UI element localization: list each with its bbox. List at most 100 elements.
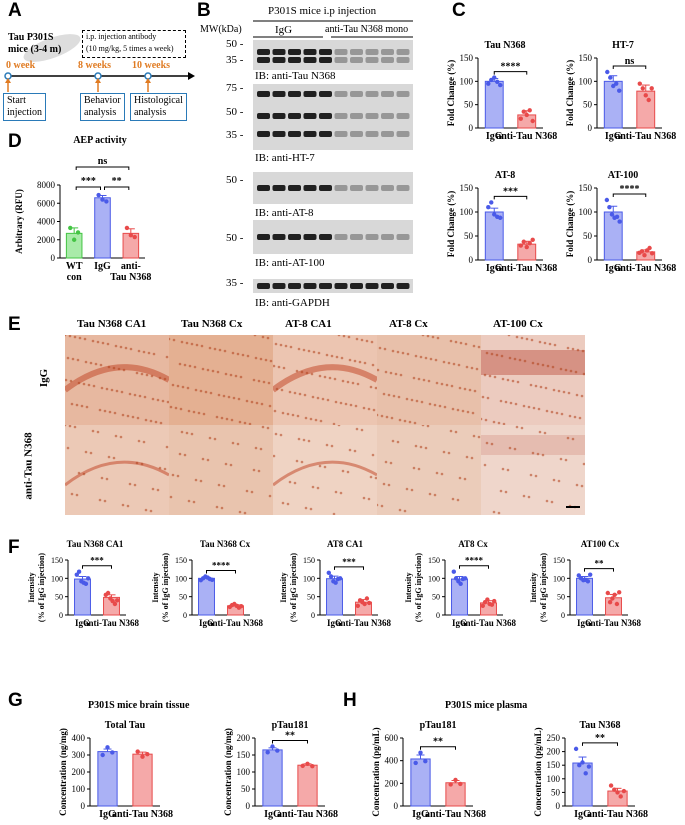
y-axis-label: (% of IgG injection) — [161, 553, 170, 622]
sig-bracket — [612, 65, 647, 69]
panel-label-d: D — [8, 131, 22, 152]
data-point — [305, 761, 310, 767]
data-point — [489, 77, 494, 83]
data-point — [105, 745, 110, 750]
bar — [603, 80, 623, 129]
chart-title: Tau N368 — [484, 40, 525, 51]
y-tick-label: 200 — [237, 733, 251, 743]
data-point — [364, 596, 370, 601]
y-tick-label: 100 — [579, 207, 593, 217]
box-start-injection: Start injection — [3, 93, 46, 121]
sig-bracket — [493, 195, 528, 200]
data-point — [527, 241, 532, 246]
chart-title: AT-100 — [608, 170, 639, 181]
sig-bracket — [104, 186, 130, 190]
y-axis-label: Concentration (ng/mg) — [58, 728, 68, 816]
chart-title: Total Tau — [105, 720, 146, 731]
data-point — [300, 763, 305, 769]
data-point — [617, 88, 622, 93]
data-point — [605, 69, 610, 75]
data-point — [649, 86, 654, 91]
mw-marker: 35 - — [226, 277, 244, 289]
mw-marker: 50 - — [226, 174, 244, 186]
data-point — [328, 574, 334, 579]
y-tick-label: 150 — [460, 183, 474, 193]
panel-label-f: F — [8, 537, 20, 558]
y-tick-label: 250 — [547, 733, 561, 743]
sig-bracket — [493, 71, 528, 75]
data-point — [586, 764, 592, 769]
x-tick-label: IgG — [412, 809, 429, 820]
bar — [262, 749, 283, 807]
panel-label-h: H — [343, 690, 357, 711]
data-point — [333, 580, 338, 585]
data-point — [612, 592, 617, 598]
y-tick-label: 0 — [556, 801, 561, 811]
micro-col-3: AT-8 Cx — [389, 318, 428, 330]
time-0: 0 week — [6, 60, 36, 71]
data-point — [580, 760, 585, 765]
chart-title: Tau N368 Cx — [200, 539, 251, 549]
micro-col-2: AT-8 CA1 — [285, 318, 332, 330]
data-point — [110, 750, 115, 755]
mouse-icon — [23, 34, 81, 62]
y-tick-label: 50 — [551, 787, 561, 797]
bar — [297, 764, 318, 807]
y-axis-label: Intensity — [27, 572, 36, 602]
sig-bracket — [420, 746, 456, 750]
sig-label: **** — [501, 62, 521, 73]
data-point — [238, 604, 244, 609]
x-tick-label: anti-Tau N368 — [112, 809, 173, 820]
y-tick-label: 0 — [588, 123, 593, 133]
mw-marker: 35 - — [226, 54, 244, 66]
y-axis-label: Concentration (pg/mL) — [371, 727, 381, 816]
x-tick-label: IgG — [486, 131, 503, 142]
data-point — [577, 763, 582, 768]
y-tick-label: 0 — [588, 255, 593, 265]
y-tick-label: 8000 — [37, 180, 56, 190]
data-point — [145, 751, 150, 757]
bar — [484, 80, 504, 129]
y-tick-label: 100 — [175, 574, 187, 583]
y-axis-label: (% of IgG injection) — [414, 553, 423, 622]
micrograph-0-2 — [273, 335, 377, 425]
data-point — [451, 569, 457, 574]
ib-label-3: IB: anti-AT-100 — [255, 257, 325, 269]
data-point — [105, 590, 111, 596]
sig-bracket — [612, 193, 647, 197]
ib-label-4: IB: anti-GAPDH — [255, 297, 330, 309]
blot-title: P301S mice i.p injection — [268, 5, 377, 17]
y-tick-label: 100 — [553, 574, 565, 583]
data-point — [609, 212, 615, 217]
data-point — [521, 239, 526, 244]
y-tick-label: 0 — [394, 801, 399, 811]
micro-col-1: Tau N368 Cx — [181, 318, 243, 330]
mw-marker: 50 - — [226, 106, 244, 118]
ib-label-1: IB: anti-HT-7 — [255, 152, 315, 164]
x-tick-label: anti-Tau N368 — [586, 618, 641, 628]
data-point — [486, 205, 491, 210]
data-point — [85, 576, 91, 581]
bar — [572, 762, 593, 807]
data-point — [614, 214, 620, 219]
data-point — [112, 601, 118, 607]
y-axis-label: (% of IgG injection) — [37, 553, 46, 622]
x-tick-label: IgG — [452, 618, 467, 628]
chart-title: AT8 CA1 — [327, 539, 364, 549]
y-tick-label: 400 — [72, 733, 86, 743]
data-point — [521, 109, 526, 114]
sig-label: ns — [625, 56, 635, 67]
data-point — [621, 788, 627, 794]
x-tick-label: WT — [66, 261, 83, 272]
x-tick-label: anti-Tau N368 — [277, 809, 338, 820]
data-point — [418, 750, 423, 755]
data-point — [132, 234, 137, 240]
blot-4 — [253, 279, 413, 293]
ib-label-0: IB: anti-Tau N368 — [255, 70, 336, 82]
data-point — [587, 572, 593, 577]
data-point — [337, 576, 343, 581]
y-axis-label: (% of IgG injection) — [539, 553, 548, 622]
y-tick-label: 0 — [183, 611, 187, 620]
data-point — [492, 212, 497, 217]
y-tick-label: 50 — [432, 593, 440, 602]
